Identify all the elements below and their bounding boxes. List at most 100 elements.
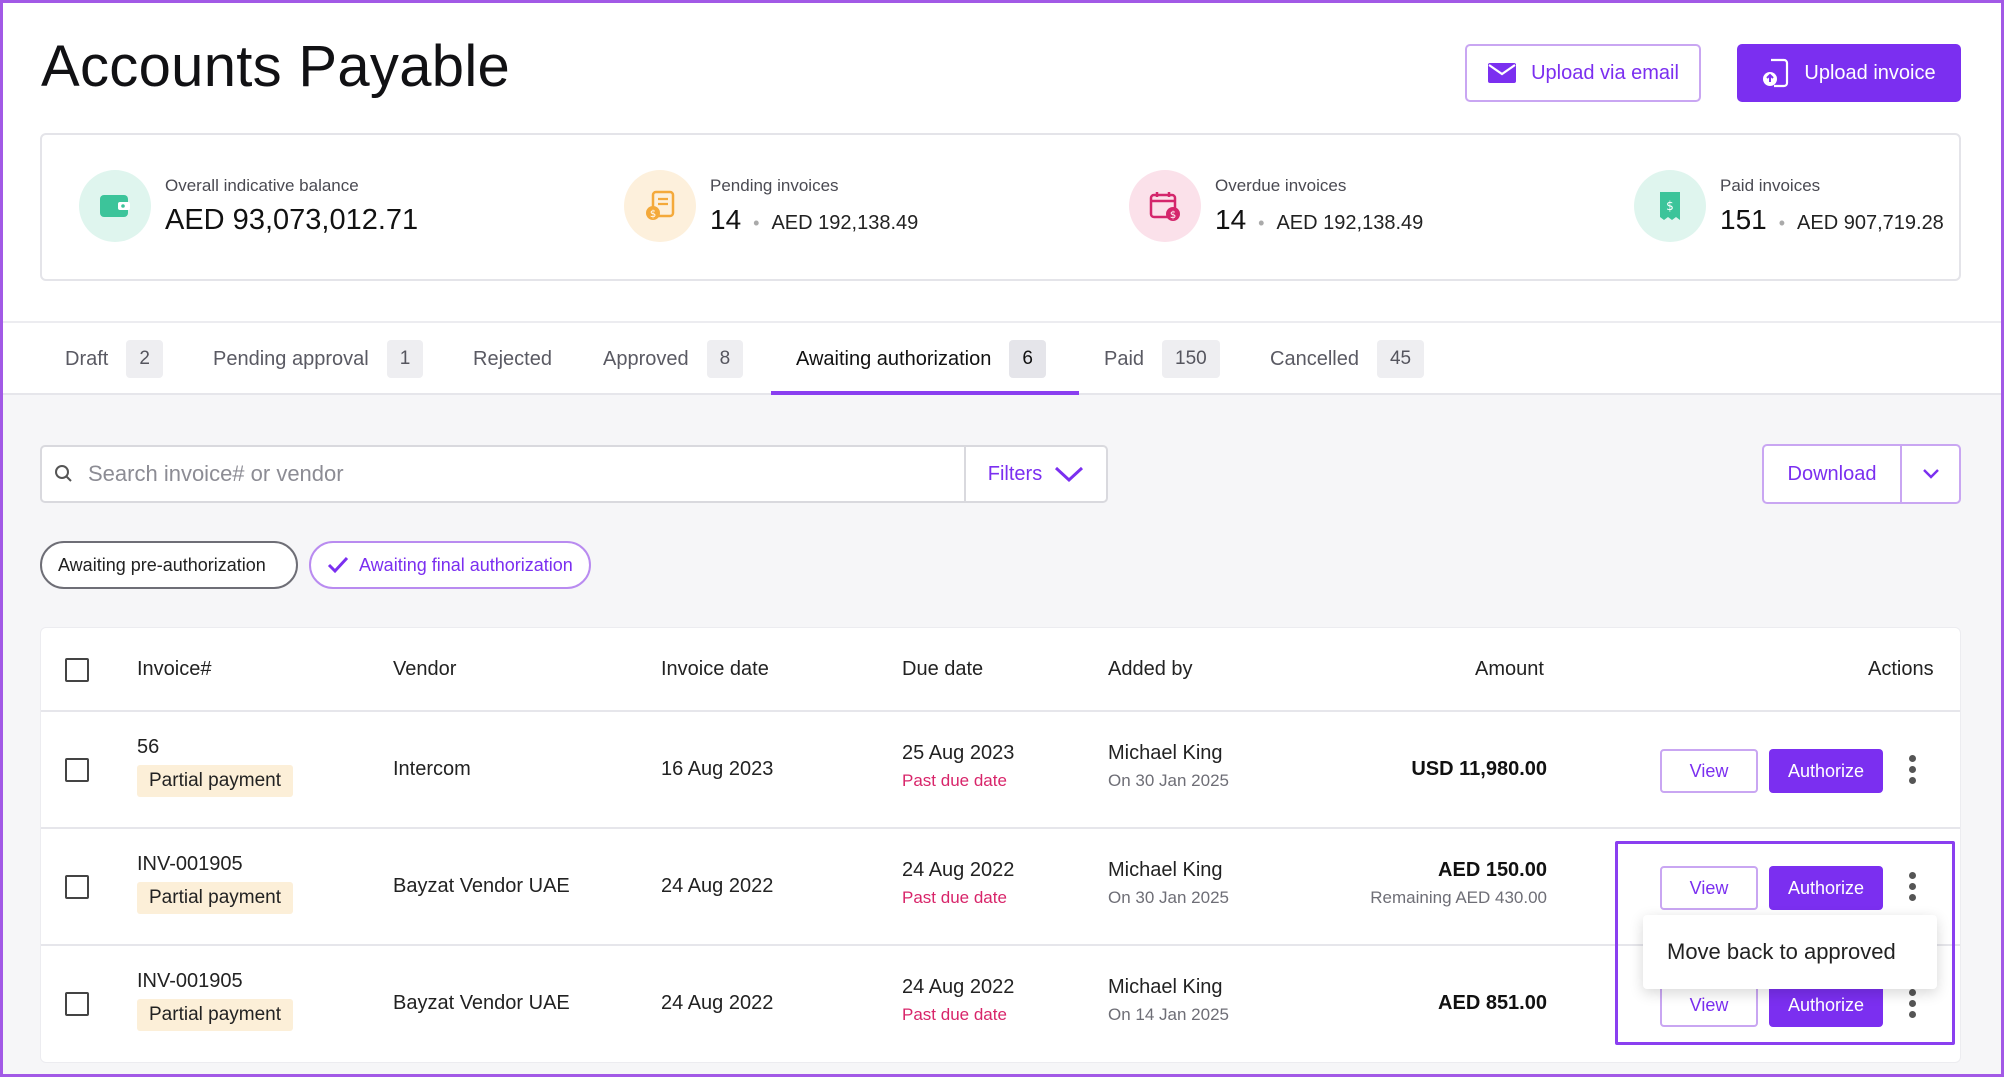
tab-draft[interactable]: Draft 2 bbox=[41, 323, 187, 395]
amount-value: USD 11,980.00 bbox=[1411, 758, 1547, 780]
stat-amount: AED 192,138.49 bbox=[1276, 212, 1424, 234]
calendar-overdue-icon: $ bbox=[1129, 170, 1201, 242]
search-input[interactable] bbox=[88, 461, 948, 487]
stat-overdue-invoices: $ Overdue invoices 14 • AED 192,138.49 bbox=[1129, 170, 1423, 242]
upload-via-email-button[interactable]: Upload via email bbox=[1465, 44, 1701, 102]
tab-pending-approval[interactable]: Pending approval 1 bbox=[189, 323, 447, 395]
stat-overall-balance: Overall indicative balance AED 93,073,01… bbox=[79, 170, 418, 242]
stat-count: 14 bbox=[710, 204, 742, 235]
stat-label: Pending invoices bbox=[710, 176, 839, 195]
stat-label: Overall indicative balance bbox=[165, 175, 359, 195]
chip-awaiting-final-authorization[interactable]: Awaiting final authorization bbox=[309, 541, 591, 589]
row-checkbox[interactable] bbox=[65, 875, 89, 899]
row-checkbox[interactable] bbox=[65, 992, 89, 1016]
tab-count: 6 bbox=[1009, 340, 1046, 378]
tab-count: 8 bbox=[706, 340, 744, 378]
amount-value: AED 150.00 bbox=[1438, 859, 1547, 881]
svg-text:$: $ bbox=[650, 209, 656, 220]
page-title: Accounts Payable bbox=[41, 34, 511, 99]
past-due-label: Past due date bbox=[902, 771, 1007, 790]
due-date: 25 Aug 2023 bbox=[902, 742, 1015, 764]
stat-paid-invoices: $ Paid invoices 151 • AED 907,719.28 bbox=[1634, 170, 1944, 242]
check-icon bbox=[327, 556, 349, 574]
view-button[interactable]: View bbox=[1660, 866, 1758, 910]
filters-label: Filters bbox=[987, 462, 1043, 485]
view-button[interactable]: View bbox=[1660, 749, 1758, 793]
amount-value: AED 851.00 bbox=[1438, 992, 1547, 1014]
table-header: Invoice# Vendor Invoice date Due date Ad… bbox=[41, 628, 1960, 712]
header-area: Accounts Payable Upload via email Upload… bbox=[3, 3, 2001, 395]
invoice-number: INV-001905 bbox=[137, 970, 243, 992]
tab-label: Awaiting authorization bbox=[796, 347, 992, 370]
tab-cancelled[interactable]: Cancelled 45 bbox=[1246, 323, 1448, 395]
invoices-table: Invoice# Vendor Invoice date Due date Ad… bbox=[40, 627, 1961, 1063]
tab-label: Paid bbox=[1104, 347, 1145, 370]
upload-via-email-label: Upload via email bbox=[1531, 61, 1679, 84]
column-vendor: Vendor bbox=[393, 658, 457, 680]
context-menu-move-back-to-approved[interactable]: Move back to approved bbox=[1643, 915, 1937, 989]
authorize-button[interactable]: Authorize bbox=[1769, 983, 1883, 1027]
filters-button[interactable]: Filters bbox=[964, 447, 1106, 501]
tab-rejected[interactable]: Rejected bbox=[449, 323, 576, 395]
more-options-icon[interactable] bbox=[1906, 755, 1918, 789]
svg-text:$: $ bbox=[1170, 210, 1176, 221]
tab-label: Draft bbox=[65, 347, 109, 370]
status-badge: Partial payment bbox=[137, 882, 294, 914]
active-tab-indicator bbox=[771, 391, 1079, 395]
column-actions: Actions bbox=[1868, 658, 1934, 680]
row-checkbox[interactable] bbox=[65, 758, 89, 782]
vendor-cell: Intercom bbox=[393, 758, 471, 780]
added-by-name: Michael King bbox=[1108, 976, 1223, 998]
upload-invoice-label: Upload invoice bbox=[1804, 61, 1936, 84]
tab-label: Rejected bbox=[473, 347, 552, 370]
tab-label: Approved bbox=[603, 347, 689, 370]
upload-file-icon bbox=[1763, 58, 1789, 88]
remaining-amount: Remaining AED 430.00 bbox=[1370, 888, 1547, 907]
column-invoice: Invoice# bbox=[137, 658, 212, 680]
column-added-by: Added by bbox=[1108, 658, 1193, 680]
tab-awaiting-authorization[interactable]: Awaiting authorization 6 bbox=[772, 323, 1070, 395]
stat-amount: AED 907,719.28 bbox=[1797, 212, 1944, 234]
summary-card: Overall indicative balance AED 93,073,01… bbox=[40, 133, 1961, 281]
chevron-down-icon bbox=[1922, 469, 1939, 479]
invoice-number: 56 bbox=[137, 736, 160, 758]
tab-approved[interactable]: Approved 8 bbox=[579, 323, 767, 395]
added-on-date: On 30 Jan 2025 bbox=[1108, 888, 1229, 907]
tab-count: 45 bbox=[1376, 340, 1425, 378]
stat-count: 151 bbox=[1720, 204, 1767, 235]
more-options-icon[interactable] bbox=[1906, 989, 1918, 1023]
table-row: 56 Partial payment Intercom 16 Aug 2023 … bbox=[41, 712, 1960, 829]
column-due-date: Due date bbox=[902, 658, 984, 680]
download-options-button[interactable] bbox=[1902, 446, 1959, 502]
tab-label: Pending approval bbox=[213, 347, 369, 370]
stat-pending-invoices: $ Pending invoices 14 • AED 192,138.49 bbox=[624, 170, 918, 242]
tab-count: 150 bbox=[1162, 340, 1220, 378]
past-due-label: Past due date bbox=[902, 1005, 1007, 1024]
svg-text:$: $ bbox=[1666, 199, 1674, 213]
added-by-name: Michael King bbox=[1108, 859, 1223, 881]
search-bar: Filters bbox=[40, 445, 1108, 503]
select-all-checkbox[interactable] bbox=[65, 658, 89, 682]
tab-label: Cancelled bbox=[1270, 347, 1359, 370]
added-on-date: On 30 Jan 2025 bbox=[1108, 771, 1229, 790]
invoice-date-cell: 24 Aug 2022 bbox=[661, 992, 774, 1014]
stat-label: Overdue invoices bbox=[1215, 176, 1347, 195]
stat-value: AED 93,073,012.71 bbox=[165, 203, 419, 236]
added-by-name: Michael King bbox=[1108, 742, 1223, 764]
upload-invoice-button[interactable]: Upload invoice bbox=[1737, 44, 1961, 102]
table-row: INV-001905 Partial payment Bayzat Vendor… bbox=[41, 829, 1960, 946]
chip-label: Awaiting final authorization bbox=[359, 554, 573, 575]
download-button[interactable]: Download bbox=[1764, 446, 1902, 502]
view-button[interactable]: View bbox=[1660, 983, 1758, 1027]
authorize-button[interactable]: Authorize bbox=[1769, 866, 1883, 910]
tab-paid[interactable]: Paid 150 bbox=[1080, 323, 1244, 395]
stat-label: Paid invoices bbox=[1720, 176, 1821, 195]
invoice-number: INV-001905 bbox=[137, 853, 243, 875]
vendor-cell: Bayzat Vendor UAE bbox=[393, 992, 570, 1014]
chevron-down-icon bbox=[1055, 466, 1084, 483]
chip-awaiting-pre-authorization[interactable]: Awaiting pre-authorization bbox=[40, 541, 298, 589]
receipt-paid-icon: $ bbox=[1634, 170, 1706, 242]
past-due-label: Past due date bbox=[902, 888, 1007, 907]
more-options-icon[interactable] bbox=[1906, 872, 1918, 906]
authorize-button[interactable]: Authorize bbox=[1769, 749, 1883, 793]
